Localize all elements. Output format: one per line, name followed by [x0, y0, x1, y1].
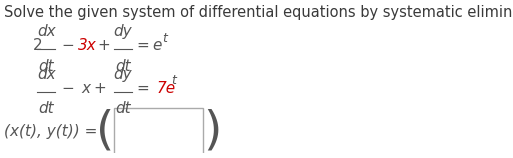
Text: (x(t), y(t)) =: (x(t), y(t)) = [4, 124, 97, 139]
Text: e: e [152, 38, 162, 53]
Text: =: = [136, 38, 149, 53]
Text: ): ) [203, 109, 221, 154]
Text: dt: dt [115, 101, 131, 116]
Text: dy: dy [113, 24, 132, 39]
Text: dx: dx [37, 67, 55, 82]
Bar [114, 108, 203, 156]
Text: 2: 2 [33, 38, 43, 53]
Text: Solve the given system of differential equations by systematic elimination.: Solve the given system of differential e… [4, 5, 513, 20]
Text: +: + [97, 38, 110, 53]
Text: dt: dt [115, 59, 131, 74]
Text: dx: dx [37, 24, 55, 39]
Text: +: + [93, 81, 106, 96]
Text: t: t [171, 74, 176, 87]
Text: dt: dt [38, 59, 54, 74]
Text: −: − [62, 81, 74, 96]
Text: −: − [62, 38, 74, 53]
Text: x: x [81, 81, 90, 96]
Text: (: ( [96, 109, 114, 154]
Text: 7e: 7e [157, 81, 176, 96]
Text: t: t [162, 32, 167, 45]
Text: =: = [136, 81, 149, 96]
Text: 3x: 3x [78, 38, 96, 53]
Text: dt: dt [38, 101, 54, 116]
Text: dy: dy [113, 67, 132, 82]
